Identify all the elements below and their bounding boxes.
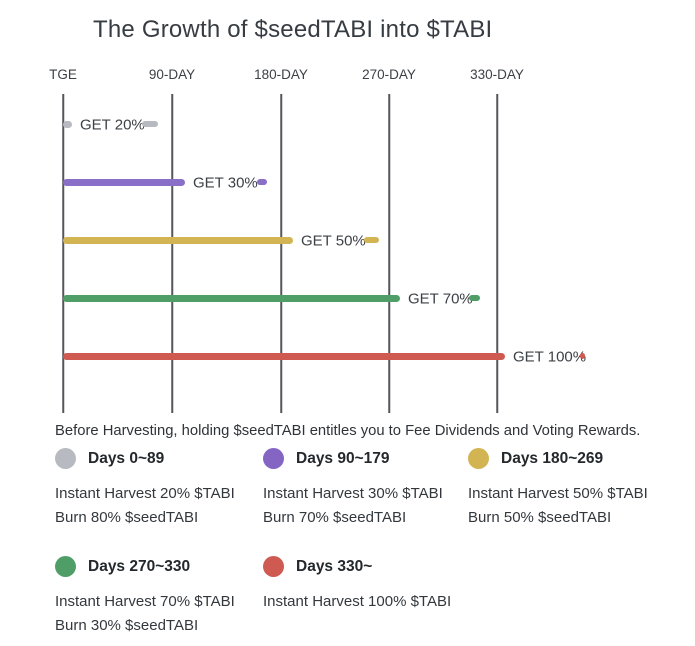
harvest-bar-label: GET 30% <box>193 174 258 191</box>
harvest-bar <box>63 120 72 128</box>
legend-item-days-180-269: Days 180~269 Instant Harvest 50% $TABI B… <box>468 448 648 530</box>
harvest-bar-label: GET 70% <box>408 290 473 307</box>
harvest-bar-label: GET 20% <box>80 116 145 133</box>
legend-title: Days 180~269 <box>501 449 604 467</box>
harvest-bar-end-marker <box>364 237 379 243</box>
chart-caption: Before Harvesting, holding $seedTABI ent… <box>55 423 641 439</box>
harvest-bar-end-marker <box>257 179 267 185</box>
chart-title: The Growth of $seedTABI into $TABI <box>93 16 493 43</box>
legend-head: Days 180~269 <box>468 448 648 469</box>
harvest-bar <box>63 294 400 302</box>
axis-tick-label: 330-DAY <box>470 67 524 82</box>
legend-detail-line: Instant Harvest 70% $TABI <box>55 593 235 610</box>
legend-item-days-270-330: Days 270~330 Instant Harvest 70% $TABI B… <box>55 556 235 638</box>
axis-tick-label: TGE <box>49 67 77 82</box>
legend-details: Instant Harvest 20% $TABI Burn 80% $seed… <box>55 482 235 530</box>
legend-details: Instant Harvest 50% $TABI Burn 50% $seed… <box>468 482 648 530</box>
legend-detail-line: Instant Harvest 50% $TABI <box>468 485 648 502</box>
axis-gridline <box>171 94 173 413</box>
legend-color-dot <box>468 448 489 469</box>
legend-detail-line: Burn 80% $seedTABI <box>55 509 199 526</box>
legend-detail-line: Burn 50% $seedTABI <box>468 509 612 526</box>
harvest-bar <box>63 178 185 186</box>
legend-item-days-0-89: Days 0~89 Instant Harvest 20% $TABI Burn… <box>55 448 235 530</box>
axis-tick-label: 90-DAY <box>148 67 196 82</box>
legend-item-days-330-plus: Days 330~ Instant Harvest 100% $TABI <box>263 556 451 614</box>
legend-color-dot <box>263 448 284 469</box>
harvest-bar-label: GET 100% <box>513 348 587 365</box>
legend-details: Instant Harvest 30% $TABI Burn 70% $seed… <box>263 482 443 530</box>
axis-gridline <box>496 94 498 413</box>
harvest-bar-end-marker <box>580 353 585 359</box>
legend-detail-line: Instant Harvest 20% $TABI <box>55 485 235 502</box>
legend-head: Days 330~ <box>263 556 451 577</box>
legend-head: Days 270~330 <box>55 556 235 577</box>
axis-gridline <box>62 94 64 413</box>
legend-head: Days 0~89 <box>55 448 235 469</box>
harvest-bar-end-marker <box>142 121 158 127</box>
legend-details: Instant Harvest 100% $TABI <box>263 590 451 614</box>
axis-tick-label: 270-DAY <box>362 67 416 82</box>
legend-head: Days 90~179 <box>263 448 443 469</box>
legend-details: Instant Harvest 70% $TABI Burn 30% $seed… <box>55 590 235 638</box>
harvest-bar <box>63 236 293 244</box>
legend-color-dot <box>55 556 76 577</box>
legend-title: Days 330~ <box>296 557 373 575</box>
harvest-bar-label: GET 50% <box>301 232 366 249</box>
harvest-bar-end-marker <box>469 295 480 301</box>
axis-tick-label: 180-DAY <box>254 67 308 82</box>
axis-gridline <box>388 94 390 413</box>
axis-gridline <box>280 94 282 413</box>
legend-detail-line: Burn 30% $seedTABI <box>55 617 199 634</box>
legend-detail-line: Instant Harvest 100% $TABI <box>263 593 452 610</box>
harvest-bar <box>63 352 505 360</box>
legend-detail-line: Burn 70% $seedTABI <box>263 509 407 526</box>
legend-color-dot <box>263 556 284 577</box>
legend-color-dot <box>55 448 76 469</box>
legend-item-days-90-179: Days 90~179 Instant Harvest 30% $TABI Bu… <box>263 448 443 530</box>
legend-title: Days 270~330 <box>88 557 191 575</box>
legend-title: Days 90~179 <box>296 449 390 467</box>
legend-detail-line: Instant Harvest 30% $TABI <box>263 485 443 502</box>
legend-title: Days 0~89 <box>88 449 165 467</box>
